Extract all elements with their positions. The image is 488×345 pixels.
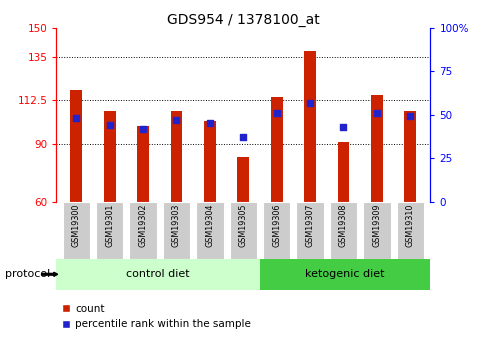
FancyBboxPatch shape: [196, 202, 223, 259]
Text: GSM19303: GSM19303: [172, 204, 181, 247]
Text: GSM19309: GSM19309: [372, 204, 381, 247]
Bar: [137, 126, 149, 202]
Text: GSM19306: GSM19306: [272, 204, 281, 247]
FancyBboxPatch shape: [129, 202, 157, 259]
Point: [372, 110, 380, 116]
Bar: [237, 157, 248, 202]
FancyBboxPatch shape: [229, 202, 257, 259]
Point: [272, 110, 280, 116]
Bar: [170, 111, 182, 202]
Text: GSM19302: GSM19302: [138, 204, 147, 247]
Bar: [70, 90, 82, 202]
Bar: [370, 95, 382, 202]
Point: [406, 114, 413, 119]
Text: ketogenic diet: ketogenic diet: [305, 269, 384, 279]
FancyBboxPatch shape: [163, 202, 190, 259]
Bar: [103, 111, 115, 202]
Legend: count, percentile rank within the sample: count, percentile rank within the sample: [61, 304, 250, 329]
Title: GDS954 / 1378100_at: GDS954 / 1378100_at: [166, 12, 319, 27]
Bar: [337, 142, 348, 202]
Bar: [270, 97, 282, 202]
Text: GSM19301: GSM19301: [105, 204, 114, 247]
Text: GSM19300: GSM19300: [72, 204, 81, 247]
Text: GSM19308: GSM19308: [338, 204, 347, 247]
FancyBboxPatch shape: [62, 202, 90, 259]
Point: [305, 100, 313, 105]
Bar: [260, 259, 429, 290]
Bar: [304, 51, 315, 202]
FancyBboxPatch shape: [329, 202, 356, 259]
Point: [172, 117, 180, 123]
Point: [239, 135, 246, 140]
Text: GSM19304: GSM19304: [205, 204, 214, 247]
FancyBboxPatch shape: [296, 202, 323, 259]
Point: [139, 126, 147, 131]
Text: control diet: control diet: [126, 269, 189, 279]
Point: [205, 121, 213, 126]
FancyBboxPatch shape: [363, 202, 390, 259]
Bar: [404, 111, 415, 202]
FancyBboxPatch shape: [96, 202, 123, 259]
Bar: [203, 120, 215, 202]
Text: GSM19305: GSM19305: [238, 204, 247, 247]
Point: [339, 124, 346, 130]
Point: [72, 116, 80, 121]
FancyBboxPatch shape: [263, 202, 290, 259]
Point: [105, 122, 113, 128]
Text: GSM19307: GSM19307: [305, 204, 314, 247]
Text: GSM19310: GSM19310: [405, 204, 414, 247]
Text: protocol: protocol: [5, 269, 50, 279]
FancyBboxPatch shape: [396, 202, 423, 259]
Bar: [56, 259, 260, 290]
